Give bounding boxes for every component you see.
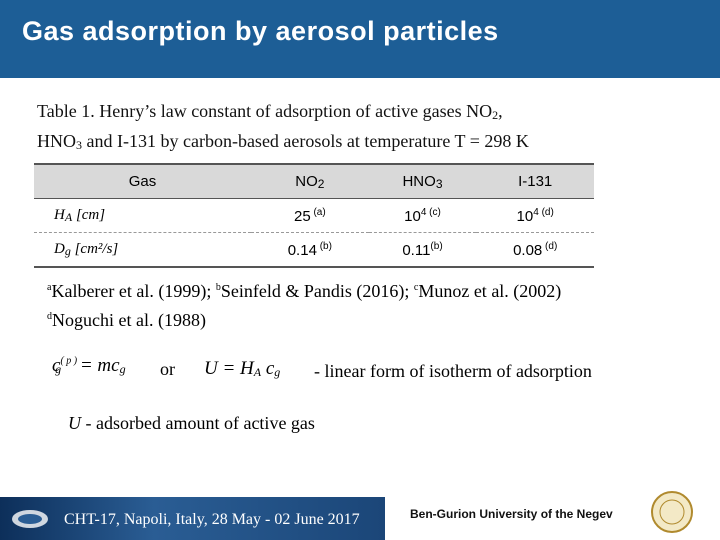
eq-part: = mc [75,355,120,376]
cell-text: H [54,206,65,223]
table-cell: 25 (a) [251,198,369,233]
cell-text: [cm²/s] [70,240,119,257]
university-logo [651,491,693,533]
eq-sup: ( p ) [60,355,78,367]
table-row: HA [cm] 25 (a) 104 (c) 104 (d) [34,198,594,233]
footnote-text: Kalberer et al. (1999); [51,281,216,301]
caption-sub: 3 [76,138,82,152]
definition-text: - adsorbed amount of active gas [81,413,315,433]
header-bar [0,0,720,78]
footnotes: aKalberer et al. (1999); bSeinfeld & Pan… [47,275,561,333]
symbol: U [68,413,81,433]
table: Gas NO2 HNO3 I-131 HA [cm] 25 (a) 104 (c) 104 (… [34,163,594,268]
header-cell: NO2 [251,163,369,199]
equation-note: - linear form of isotherm of adsorption [314,361,592,381]
header-cell: HNO3 [368,163,477,199]
table-cell: 0.11(b) [368,232,477,268]
or-text: or [160,359,175,379]
cell-text: HNO [402,172,436,190]
eq-sub: A [253,365,262,379]
eq-part: U = H [204,358,254,379]
table-cell: 104 (d) [476,198,594,233]
caption-text: Table 1. Henry’s law constant of adsorpt… [37,101,493,121]
footnote-text: Noguchi et al. (1988) [52,310,206,330]
cell-text: 0.14 [287,241,317,259]
cell-text: 0.08 [513,241,543,259]
cell-sub: 3 [435,176,443,191]
cell-sup: (d) [542,240,558,252]
footnote-mark: d [47,311,52,322]
cell-text: 25 [293,207,311,225]
table-cell: 0.14 (b) [251,232,369,268]
logo [12,510,48,528]
footnote-text: Seinfeld & Pandis (2016); [220,281,414,301]
eq-sub: g [274,365,281,379]
cell-text: 0.11 [402,241,431,259]
footer-bar: CHT-17, Napoli, Italy, 28 May - 02 June … [0,497,385,540]
footnote-line: dNoguchi et al. (1988) [47,304,561,333]
title: Gas adsorption by aerosol particles [22,16,499,46]
table-cell: 104 (c) [368,198,477,233]
header-cell: I-131 [476,163,594,199]
cell-text: D [54,240,65,257]
caption-text: , [498,101,503,121]
footnote-mark: a [47,282,52,293]
footnote-mark: b [215,282,221,293]
cell-text: NO [295,172,318,190]
university: Ben-Gurion University of the Negev [410,507,613,521]
caption: Table 1. Henry’s law constant of adsorpt… [37,98,529,158]
cell-sup: (b) [316,240,332,252]
caption-text: HNO [37,131,76,151]
conference: CHT-17, Napoli, Italy, 28 May - 02 June … [64,511,360,528]
table-row: Dg [cm²/s] 0.14 (b) 0.11(b) 0.08 (d) [34,232,594,268]
cell-text: 10 [516,207,534,225]
cell-sup: 4 (d) [533,206,554,218]
eq-sub: g [119,362,126,376]
cell-text: 10 [404,207,421,225]
cell-text: [cm] [72,206,106,223]
table-cell: HA [cm] [34,198,252,233]
header-cell: Gas [34,163,252,199]
eq-sub: g [55,362,62,376]
definition: U - adsorbed amount of active gas [68,413,315,434]
footnote-text: Munoz et al. (2002) [418,281,562,301]
cell-sup: (a) [310,206,326,218]
header-row: Gas NO2 HNO3 I-131 [34,163,594,199]
cell-text: I-131 [518,173,553,190]
eq-part: c [52,355,61,376]
footnote-mark: c [413,282,419,293]
cell-text: Gas [128,173,157,190]
cell-sup: (b) [430,240,443,252]
cell-sub: 2 [317,176,325,191]
caption-text: and I-131 by carbon-based aerosols at te… [82,131,529,151]
equation: U = HA cg [204,358,280,380]
eq-part: c [261,358,275,379]
table-cell: Dg [cm²/s] [34,232,252,268]
caption-sub: 2 [492,108,499,122]
cell-sub: A [64,209,73,224]
footnote-line: aKalberer et al. (1999); bSeinfeld & Pan… [47,275,561,304]
equation: c( p )g = mcg [52,355,126,377]
cell-sub: g [64,243,71,258]
table-cell: 0.08 (d) [476,232,594,268]
cell-sup: 4 (c) [420,206,441,218]
